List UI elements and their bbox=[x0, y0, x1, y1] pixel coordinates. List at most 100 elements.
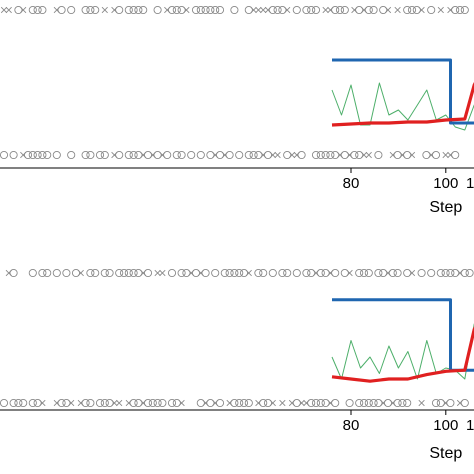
marker-circle bbox=[383, 398, 393, 408]
x-tick-label: 80 bbox=[343, 417, 360, 434]
marker-circle bbox=[215, 5, 225, 15]
marker-circle bbox=[307, 398, 316, 408]
marker-cross bbox=[39, 399, 46, 407]
marker-cross bbox=[418, 6, 425, 14]
marker-circle bbox=[115, 268, 124, 278]
marker-circle bbox=[153, 150, 162, 160]
marker-circle bbox=[215, 150, 225, 160]
marker-circle bbox=[148, 398, 157, 408]
marker-circle bbox=[124, 5, 133, 15]
marker-circle bbox=[23, 150, 33, 160]
marker-circle bbox=[235, 268, 244, 278]
chart-panel-top: 801001201401601 Step bbox=[0, 5, 474, 216]
marker-circle bbox=[225, 268, 234, 278]
marker-cross bbox=[269, 399, 276, 407]
marker-circle bbox=[33, 398, 42, 408]
marker-circle bbox=[321, 398, 330, 408]
marker-circle bbox=[369, 398, 378, 408]
marker-cross bbox=[288, 151, 296, 159]
marker-circle bbox=[81, 5, 90, 15]
marker-circle bbox=[52, 268, 61, 278]
marker-circle bbox=[206, 150, 215, 160]
marker-circle bbox=[100, 150, 109, 160]
marker-cross bbox=[384, 6, 392, 14]
marker-circle bbox=[215, 398, 225, 408]
marker-circle bbox=[0, 150, 9, 160]
marker-circle bbox=[355, 398, 364, 408]
marker-circle bbox=[172, 5, 181, 15]
marker-circle bbox=[172, 150, 181, 160]
x-axis: 801001201401601 bbox=[0, 409, 474, 434]
raw-line bbox=[331, 323, 474, 380]
marker-circle bbox=[86, 150, 95, 160]
marker-circle bbox=[460, 268, 469, 278]
marker-circle bbox=[455, 5, 465, 15]
marker-circle bbox=[244, 398, 253, 408]
marker-circle bbox=[187, 150, 196, 160]
marker-circle bbox=[249, 150, 258, 160]
marker-circle bbox=[115, 5, 124, 15]
marker-cross bbox=[255, 6, 262, 14]
marker-circle bbox=[9, 398, 18, 408]
marker-circle bbox=[451, 268, 460, 278]
marker-circle bbox=[302, 5, 311, 15]
marker-circle bbox=[465, 268, 474, 278]
x-tick-label-clipped: 1 bbox=[466, 175, 474, 192]
x-axis-title: Step bbox=[429, 445, 462, 462]
marker-circle bbox=[196, 398, 205, 408]
marker-cross bbox=[279, 399, 286, 407]
marker-circle bbox=[0, 398, 9, 408]
marker-circle bbox=[191, 268, 201, 278]
marker-circle bbox=[71, 268, 81, 278]
marker-circle bbox=[403, 150, 412, 160]
marker-circle bbox=[9, 150, 18, 160]
marker-circle bbox=[431, 398, 441, 408]
marker-circle bbox=[374, 268, 383, 278]
marker-circle bbox=[374, 398, 383, 408]
marker-circle bbox=[316, 150, 325, 160]
marker-cross bbox=[111, 399, 118, 407]
marker-circle bbox=[263, 150, 273, 160]
marker-circle bbox=[263, 398, 273, 408]
marker-circle bbox=[206, 398, 215, 408]
marker-circle bbox=[235, 398, 244, 408]
marker-circle bbox=[86, 5, 95, 15]
marker-circle bbox=[403, 268, 412, 278]
marker-circle bbox=[211, 268, 220, 278]
marker-circle bbox=[417, 268, 426, 278]
marker-circle bbox=[311, 150, 321, 160]
marker-circle bbox=[134, 5, 143, 15]
marker-circle bbox=[436, 398, 445, 408]
marker-circle bbox=[393, 268, 402, 278]
marker-circle bbox=[302, 268, 311, 278]
marker-circle bbox=[57, 398, 66, 408]
marker-circle bbox=[230, 5, 239, 15]
marker-circle bbox=[403, 5, 412, 15]
marker-circle bbox=[225, 150, 234, 160]
marker-circle bbox=[129, 150, 138, 160]
marker-circle bbox=[28, 398, 37, 408]
marker-circle bbox=[220, 268, 229, 278]
marker-circle bbox=[28, 268, 37, 278]
marker-circle bbox=[196, 150, 205, 160]
marker-circle bbox=[67, 5, 76, 15]
marker-circle bbox=[134, 268, 143, 278]
marker-circle bbox=[379, 5, 388, 15]
marker-cross bbox=[154, 269, 161, 277]
marker-circle bbox=[398, 398, 407, 408]
smoothed-line bbox=[331, 81, 474, 127]
marker-circle bbox=[167, 268, 177, 278]
marker-circle bbox=[153, 398, 162, 408]
marker-circle bbox=[393, 398, 402, 408]
marker-circle bbox=[124, 268, 133, 278]
marker-circle bbox=[163, 150, 172, 160]
marker-circle bbox=[191, 5, 201, 15]
marker-circle bbox=[230, 268, 239, 278]
marker-cross bbox=[20, 6, 27, 14]
marker-circle bbox=[143, 268, 153, 278]
marker-circle bbox=[206, 5, 215, 15]
marker-cross bbox=[365, 151, 372, 159]
marker-circle bbox=[119, 268, 129, 278]
series-lines bbox=[331, 298, 474, 383]
marker-circle bbox=[235, 150, 244, 160]
